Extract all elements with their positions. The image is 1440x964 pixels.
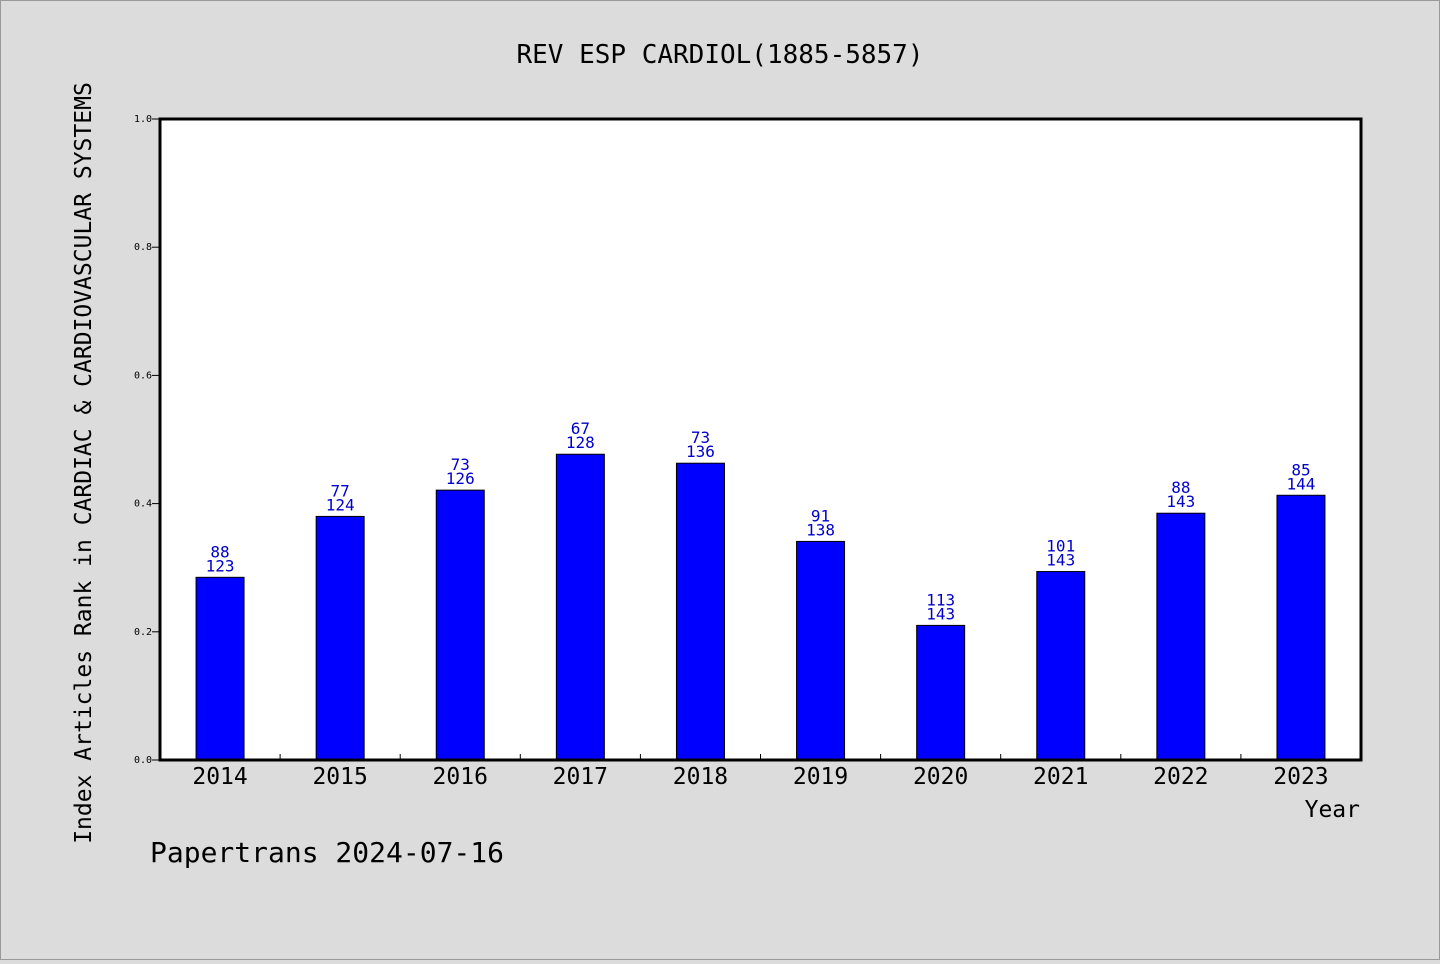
bar-2015: [315, 515, 365, 761]
bar-2022: [1156, 512, 1206, 761]
bar-2017: [555, 453, 605, 761]
x-tick-label: 2017: [553, 764, 608, 790]
bar-rank-label: 91: [811, 506, 830, 525]
bar-2014: [195, 576, 245, 761]
y-axis-label: Index Articles Rank in CARDIAC & CARDIOV…: [71, 82, 97, 844]
x-tick-label: 2014: [192, 764, 247, 790]
bar-rank-label: 88: [1171, 478, 1190, 497]
y-tick-label: 0.0: [134, 755, 152, 766]
y-tick-label: 0.4: [134, 499, 152, 510]
bar-total-label: 144: [1286, 474, 1315, 493]
x-tick-label: 2018: [673, 764, 728, 790]
plot-frame: [158, 117, 1363, 762]
bar-total-label: 123: [206, 556, 235, 575]
bar-total-label: 143: [1166, 492, 1195, 511]
x-tick-label: 2015: [312, 764, 367, 790]
bar-rank-label: 73: [691, 428, 710, 447]
bar-total-label: 138: [806, 520, 835, 539]
bar-2021: [1036, 571, 1086, 761]
bar-total-label: 143: [1046, 551, 1075, 570]
bar-rank-label: 85: [1291, 460, 1310, 479]
x-tick-label: 2019: [793, 764, 848, 790]
bar-rank-label: 101: [1046, 537, 1075, 556]
bars: 2014881232015771242016731262017671282018…: [192, 419, 1328, 790]
x-tick-label: 2021: [1033, 764, 1088, 790]
bar-2019: [796, 540, 846, 761]
y-tick-label: 1.0: [134, 114, 152, 125]
chart-title: REV ESP CARDIOL(1885-5857): [517, 40, 924, 70]
bar-2020: [916, 624, 966, 761]
x-tick-label: 2023: [1273, 764, 1328, 790]
y-tick-label: 0.8: [134, 242, 152, 253]
bar-rank-label: 113: [926, 590, 955, 609]
bar-2016: [435, 489, 485, 761]
bar-total-label: 136: [686, 442, 715, 461]
bar-total-label: 143: [926, 604, 955, 623]
y-tick-label: 0.2: [134, 627, 152, 638]
bar-total-label: 124: [326, 495, 355, 514]
bar-total-label: 126: [446, 469, 475, 488]
footer-credit: Papertrans 2024-07-16: [150, 836, 504, 869]
x-tick-label: 2020: [913, 764, 968, 790]
bar-rank-label: 77: [331, 481, 350, 500]
bar-2023: [1276, 494, 1326, 761]
bar-total-label: 128: [566, 433, 595, 452]
x-tick-label: 2016: [433, 764, 488, 790]
bar-rank-label: 67: [571, 419, 590, 438]
bar-rank-label: 73: [451, 455, 470, 474]
x-axis-label: Year: [1305, 797, 1360, 823]
y-tick-label: 0.6: [134, 370, 152, 381]
bar-rank-label: 88: [210, 542, 229, 561]
x-tick-label: 2022: [1153, 764, 1208, 790]
bar-2018: [675, 462, 725, 761]
